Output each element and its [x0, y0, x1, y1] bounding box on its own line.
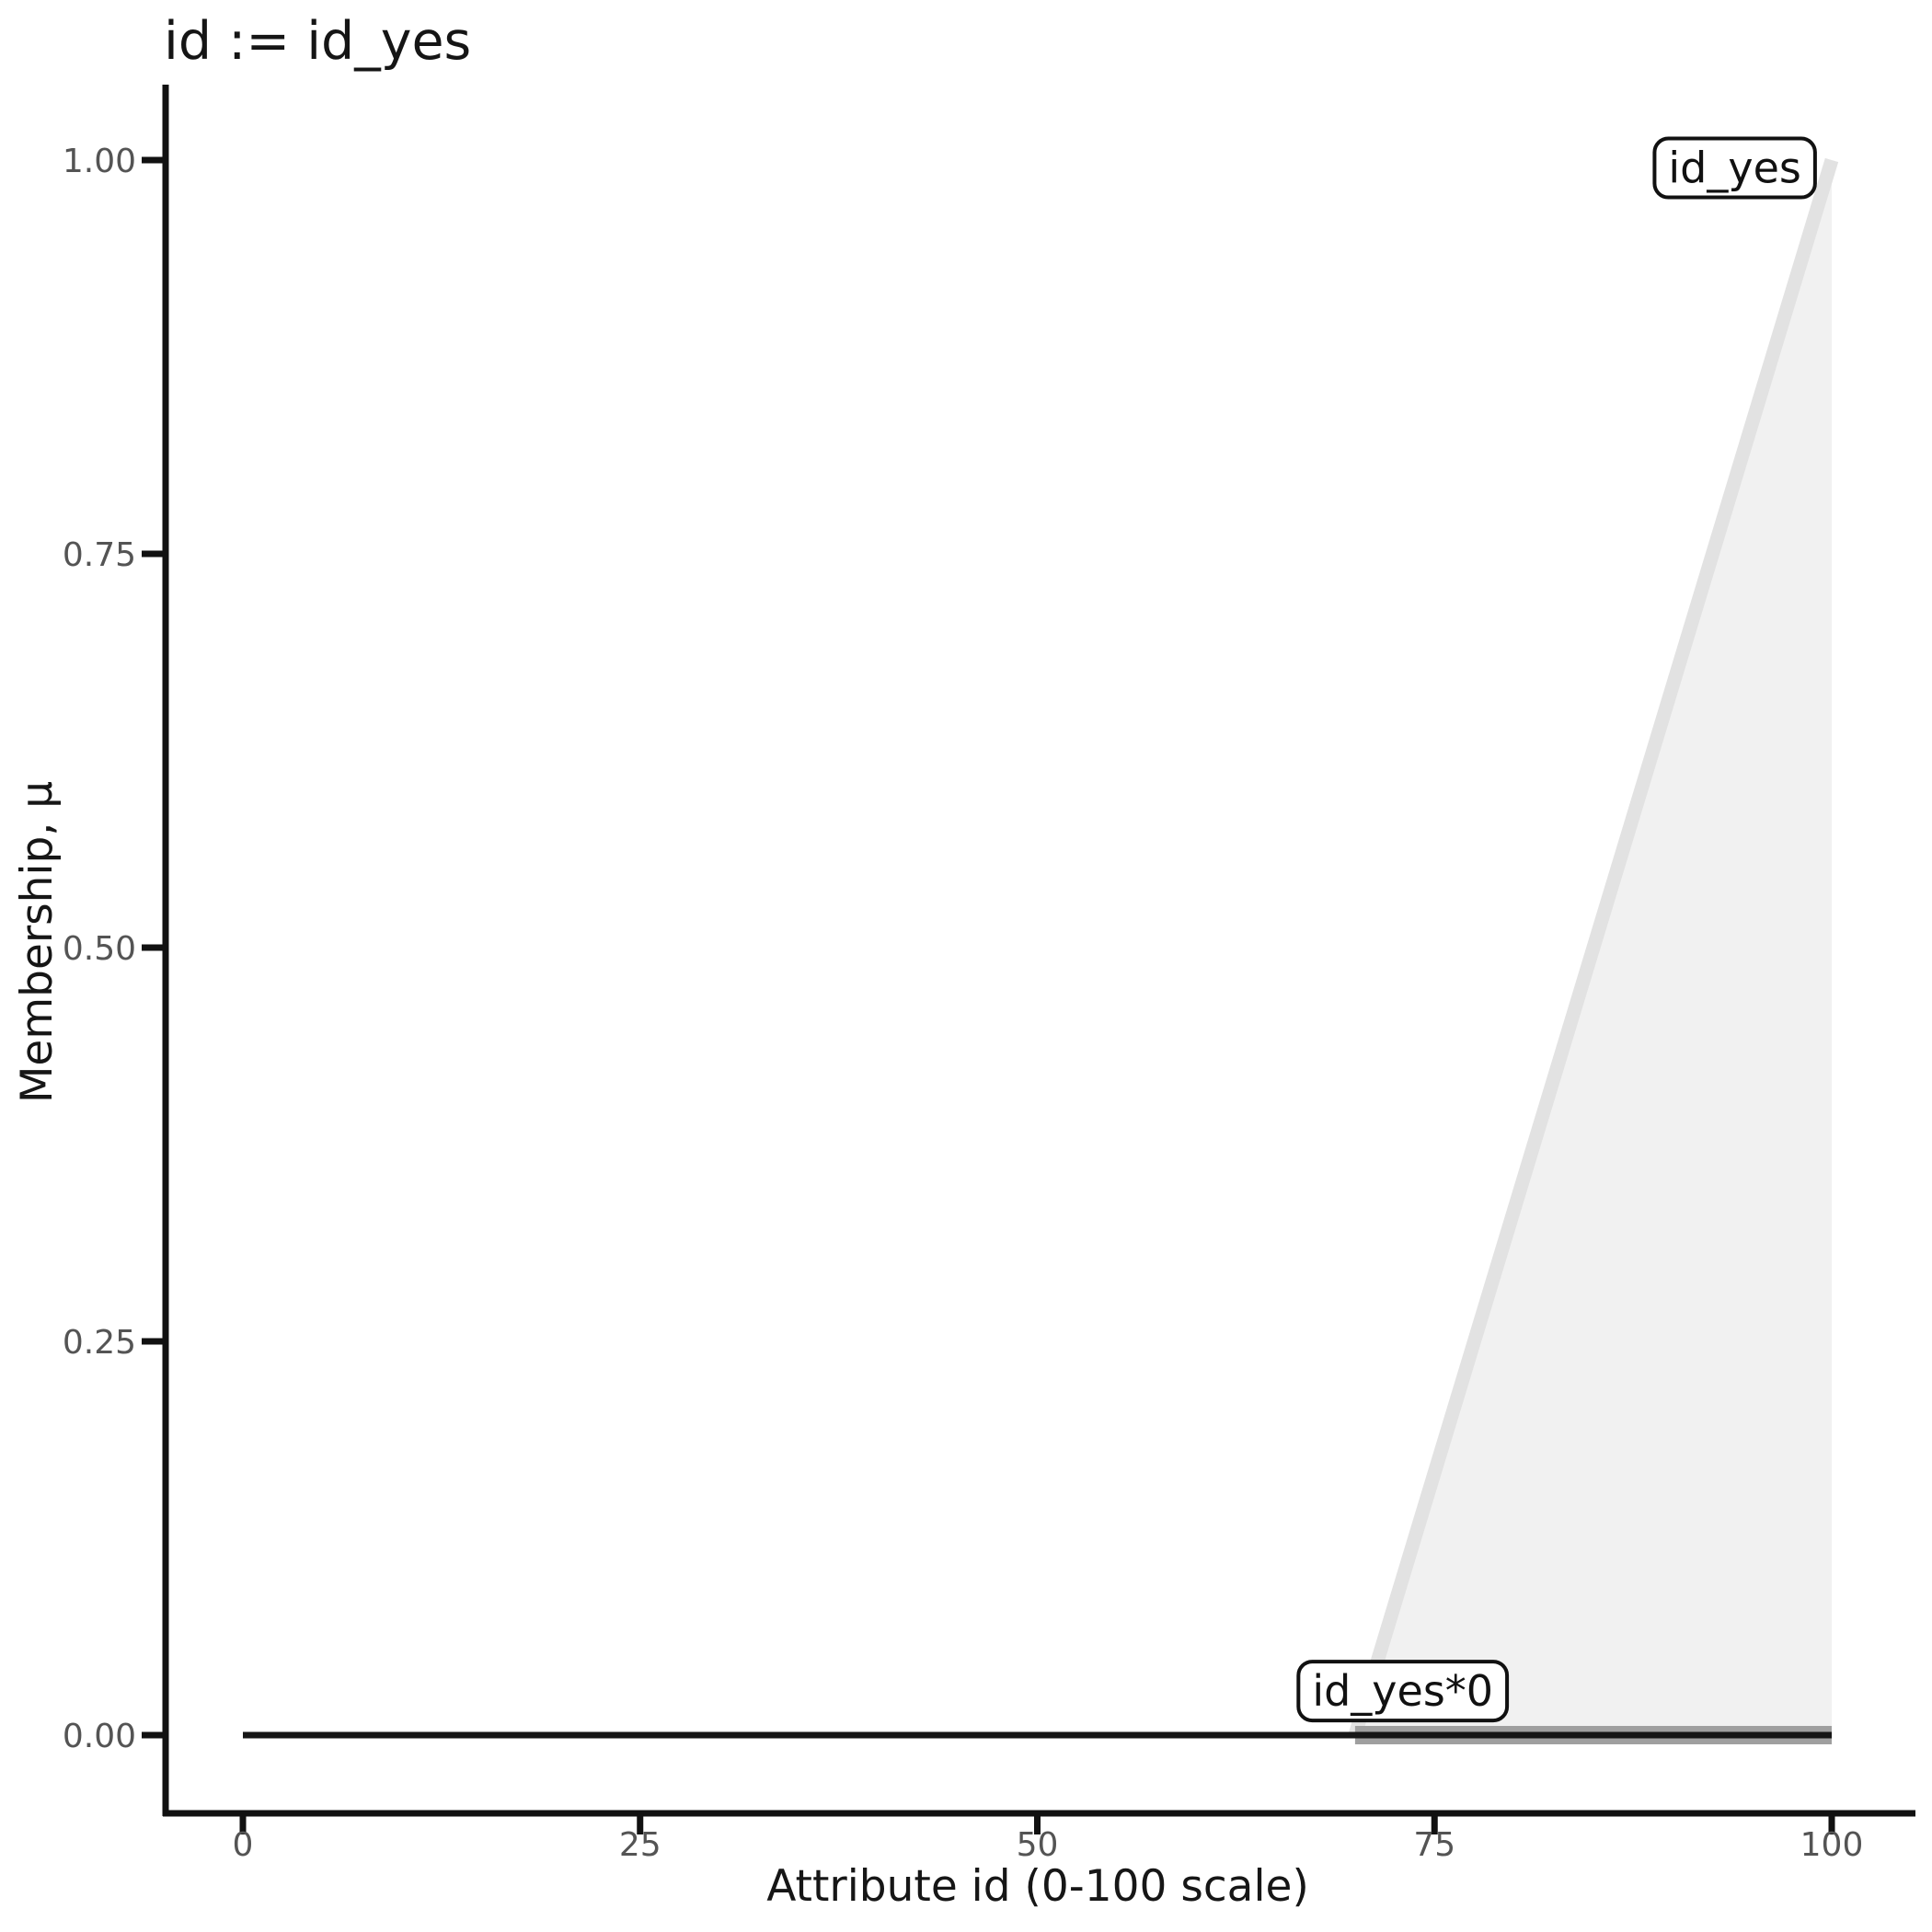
annotation-box-id_yes: [1652, 136, 1817, 200]
x-axis-title: Attribute id (0-100 scale): [766, 1861, 1309, 1912]
y-axis-title: Membership, μ: [12, 781, 63, 1103]
annotation-text-id_yes*0: id_yes*0: [1312, 1666, 1493, 1716]
x-axis-ticks: 0 25 50 75 100: [233, 1813, 1864, 1864]
y-tick-label-0.00: 0.00: [63, 1718, 136, 1755]
y-tick-label-0.25: 0.25: [63, 1324, 136, 1362]
annotation-text-id_yes: id_yes: [1668, 144, 1800, 193]
x-tick-label-0: 0: [233, 1826, 254, 1864]
series-layer: [243, 157, 1839, 1744]
y-tick-label-1.00: 1.00: [63, 143, 136, 180]
y-tick-label-0.75: 0.75: [63, 536, 136, 574]
annotation-box-id_yes*0: [1296, 1660, 1510, 1723]
y-axis-ticks: 0.00 0.25 0.50 0.75 1.00: [63, 143, 163, 1755]
chart-title: id := id_yes: [164, 11, 471, 72]
y-tick-label-0.50: 0.50: [63, 930, 136, 968]
annotation-id_yes: id_yes: [1652, 136, 1817, 200]
annotation-id_yes*0: id_yes*0: [1296, 1660, 1510, 1723]
membership-line-id_yes: [1348, 157, 1839, 1738]
x-tick-label-50: 50: [1017, 1826, 1059, 1864]
x-tick-label-25: 25: [619, 1826, 661, 1864]
annotation-layer: id_yes id_yes*0: [1296, 136, 1817, 1723]
x-tick-label-100: 100: [1800, 1826, 1864, 1864]
x-tick-label-75: 75: [1413, 1826, 1455, 1864]
